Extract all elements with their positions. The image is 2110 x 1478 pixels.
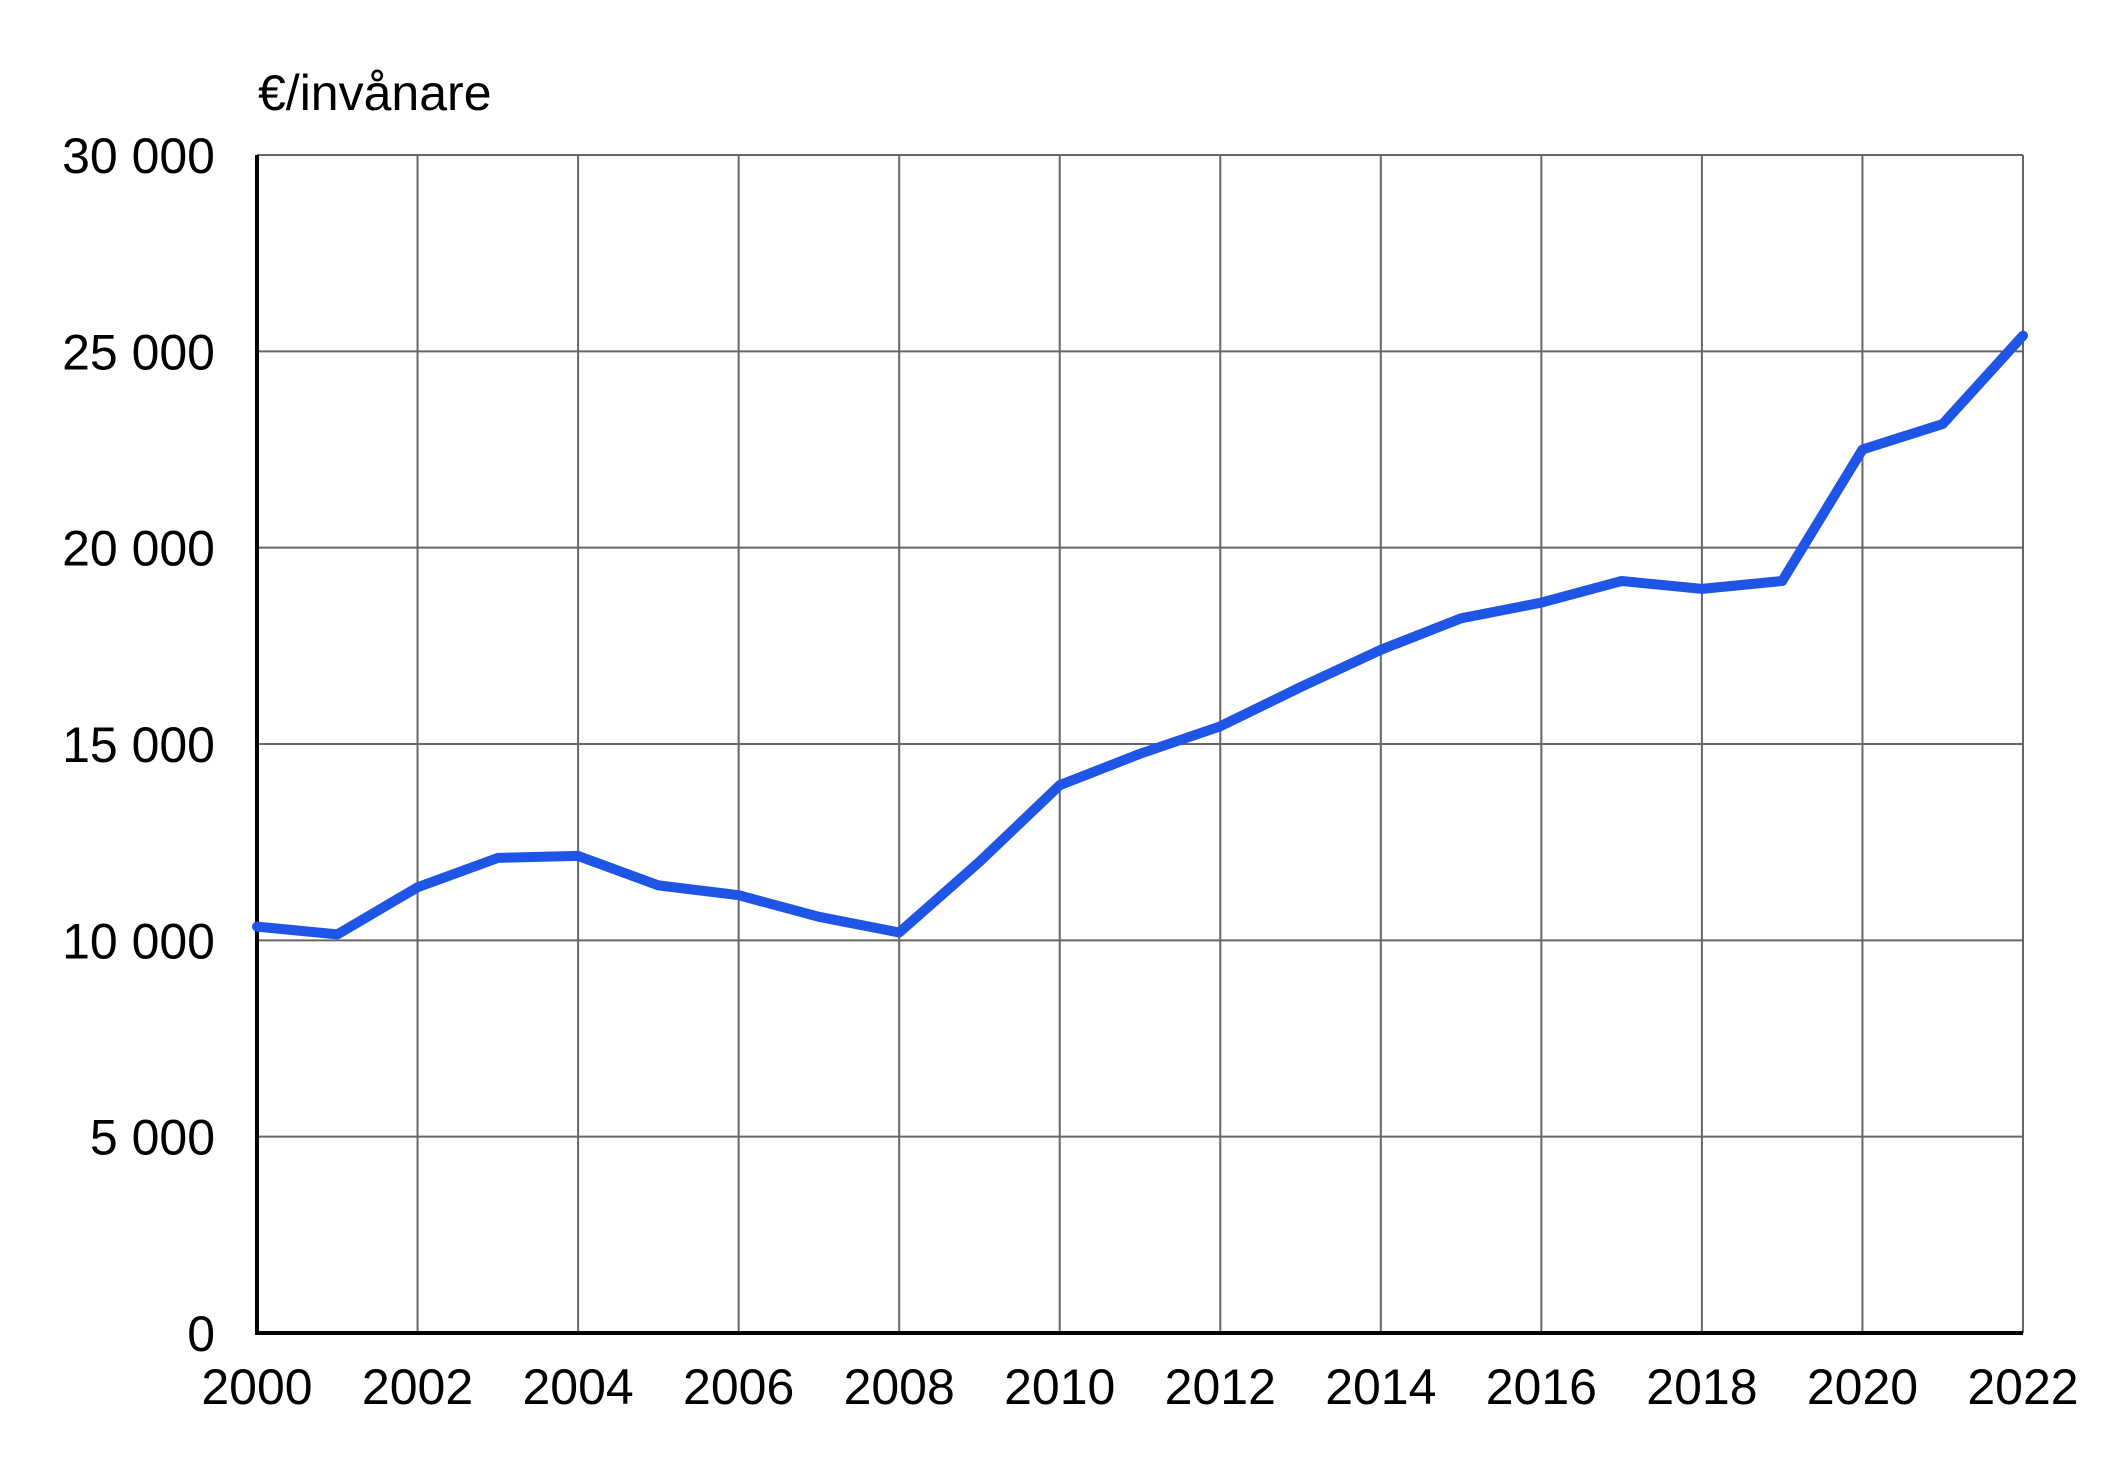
tick-labels: 0 5 000 10 000 15 000 20 000 25 000 30 000 2000… xyxy=(62,128,2079,1415)
y-tick-label: 10 000 xyxy=(62,913,215,969)
x-tick-label: 2002 xyxy=(362,1359,473,1415)
x-tick-label: 2018 xyxy=(1646,1359,1757,1415)
y-tick-label: 30 000 xyxy=(62,128,215,184)
series-line-0 xyxy=(252,330,2028,940)
y-axis-title: €/invånare xyxy=(258,65,492,121)
y-tick-label: 20 000 xyxy=(62,521,215,577)
y-tick-label: 0 xyxy=(187,1306,215,1362)
x-tick-label: 2000 xyxy=(201,1359,312,1415)
grid xyxy=(257,154,2024,1333)
x-tick-label: 2022 xyxy=(1967,1359,2078,1415)
y-tick-label: 15 000 xyxy=(62,717,215,773)
x-tick-label: 2006 xyxy=(683,1359,794,1415)
x-tick-label: 2016 xyxy=(1486,1359,1597,1415)
x-tick-label: 2014 xyxy=(1325,1359,1436,1415)
x-tick-label: 2004 xyxy=(522,1359,633,1415)
y-tick-label: 5 000 xyxy=(90,1110,215,1166)
y-tick-label: 25 000 xyxy=(62,324,215,380)
series xyxy=(252,330,2028,940)
x-tick-label: 2012 xyxy=(1165,1359,1276,1415)
x-tick-label: 2010 xyxy=(1004,1359,1115,1415)
x-tick-label: 2020 xyxy=(1807,1359,1918,1415)
x-tick-label: 2008 xyxy=(844,1359,955,1415)
axes xyxy=(255,155,2023,1335)
